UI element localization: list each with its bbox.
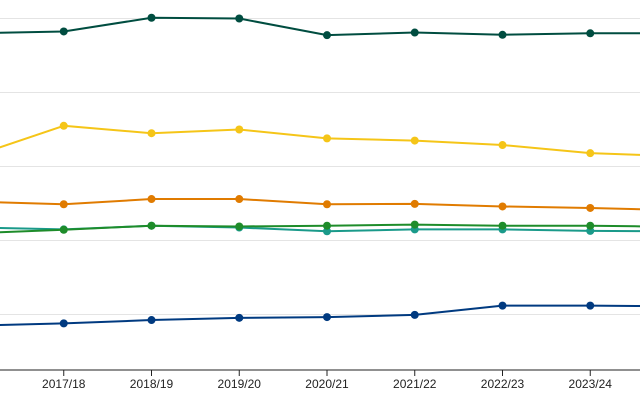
data-point[interactable] (498, 221, 507, 230)
data-point[interactable] (410, 136, 419, 145)
data-point[interactable] (59, 225, 68, 234)
data-point[interactable] (147, 195, 156, 204)
series-6 (0, 301, 640, 328)
data-point[interactable] (586, 29, 595, 38)
data-point[interactable] (323, 221, 331, 230)
data-point[interactable] (410, 28, 419, 37)
data-point[interactable] (235, 14, 244, 23)
x-axis-ticks: 2017/18 2018/19 2019/20 2020/21 2021/22 2022/… (42, 370, 612, 391)
data-point[interactable] (498, 141, 507, 150)
data-point[interactable] (235, 125, 244, 134)
data-point[interactable] (323, 313, 331, 322)
data-point[interactable] (410, 310, 419, 319)
series-1 (0, 13, 640, 40)
series-line (0, 16, 640, 37)
data-point[interactable] (59, 27, 68, 36)
data-point[interactable] (323, 200, 331, 209)
data-point[interactable] (410, 199, 419, 208)
data-point[interactable] (235, 222, 244, 231)
data-point[interactable] (59, 319, 68, 328)
data-point[interactable] (323, 227, 331, 236)
data-point[interactable] (323, 134, 331, 143)
series-3 (0, 195, 640, 212)
x-tick-label: 2019/20 (218, 377, 262, 391)
data-point[interactable] (586, 149, 595, 158)
x-tick-label: 2023/24 (569, 377, 613, 391)
x-tick-label: 2017/18 (42, 377, 86, 391)
series-line (0, 304, 640, 326)
series-line (0, 124, 640, 156)
data-point[interactable] (59, 200, 68, 209)
data-point[interactable] (586, 221, 595, 230)
data-point[interactable] (147, 221, 156, 230)
y-gridlines (0, 18, 640, 315)
data-point[interactable] (586, 203, 595, 212)
series-2 (0, 121, 640, 158)
data-point[interactable] (235, 313, 244, 322)
x-tick-label: 2022/23 (481, 377, 525, 391)
series-5 (0, 220, 640, 234)
x-tick-label: 2018/19 (130, 377, 174, 391)
data-point[interactable] (586, 301, 595, 310)
data-point[interactable] (498, 202, 507, 211)
data-point[interactable] (410, 220, 419, 229)
data-point[interactable] (147, 129, 156, 138)
series-line (0, 198, 640, 211)
data-point[interactable] (147, 316, 156, 325)
data-point[interactable] (498, 30, 507, 39)
data-point[interactable] (323, 31, 331, 40)
data-point[interactable] (59, 121, 68, 130)
series-group (0, 13, 640, 328)
data-point[interactable] (498, 301, 507, 310)
x-tick-label: 2020/21 (305, 377, 349, 391)
x-tick-label: 2021/22 (393, 377, 437, 391)
data-point[interactable] (235, 195, 244, 204)
data-point[interactable] (147, 13, 156, 22)
